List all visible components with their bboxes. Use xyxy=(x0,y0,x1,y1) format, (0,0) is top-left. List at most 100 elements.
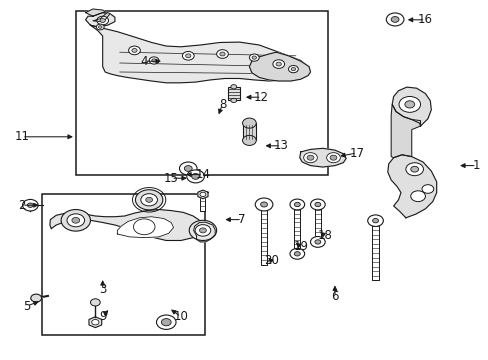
Circle shape xyxy=(67,214,84,227)
Circle shape xyxy=(149,57,159,64)
Polygon shape xyxy=(198,190,207,199)
Bar xyxy=(227,87,239,100)
Circle shape xyxy=(326,153,340,163)
Circle shape xyxy=(310,199,325,210)
Circle shape xyxy=(133,219,155,235)
Circle shape xyxy=(276,62,281,66)
Bar xyxy=(314,205,320,241)
Polygon shape xyxy=(299,148,346,167)
Text: 16: 16 xyxy=(417,13,432,26)
Circle shape xyxy=(230,85,236,89)
Circle shape xyxy=(72,217,80,223)
Circle shape xyxy=(314,240,320,244)
Circle shape xyxy=(294,202,300,207)
Circle shape xyxy=(260,202,267,207)
Polygon shape xyxy=(93,13,110,22)
Circle shape xyxy=(289,248,304,259)
Circle shape xyxy=(132,49,137,52)
Circle shape xyxy=(31,294,41,302)
Circle shape xyxy=(294,252,300,256)
Text: 8: 8 xyxy=(218,98,226,111)
Circle shape xyxy=(252,56,256,59)
Text: 13: 13 xyxy=(273,139,288,152)
Circle shape xyxy=(242,135,256,145)
Circle shape xyxy=(184,166,192,171)
Circle shape xyxy=(195,225,210,236)
Circle shape xyxy=(128,46,140,55)
Circle shape xyxy=(272,60,284,68)
Text: 3: 3 xyxy=(99,283,106,296)
Polygon shape xyxy=(193,222,215,242)
Polygon shape xyxy=(387,155,436,218)
Circle shape xyxy=(97,16,108,25)
Text: 4: 4 xyxy=(140,55,148,68)
Circle shape xyxy=(242,118,256,128)
Circle shape xyxy=(135,190,163,210)
Circle shape xyxy=(200,192,205,197)
Circle shape xyxy=(303,153,317,163)
Circle shape xyxy=(186,170,204,183)
Circle shape xyxy=(145,197,152,202)
Circle shape xyxy=(404,101,414,108)
Circle shape xyxy=(22,199,38,211)
Text: 2: 2 xyxy=(18,199,26,212)
Text: 11: 11 xyxy=(15,130,29,143)
Circle shape xyxy=(230,98,236,103)
Text: 18: 18 xyxy=(317,229,332,242)
Circle shape xyxy=(92,320,99,325)
Circle shape xyxy=(410,166,418,172)
Circle shape xyxy=(27,203,33,207)
Circle shape xyxy=(249,54,259,61)
Polygon shape xyxy=(90,25,308,83)
Bar xyxy=(76,11,327,175)
Circle shape xyxy=(367,215,383,226)
Text: 20: 20 xyxy=(264,255,278,267)
Text: 17: 17 xyxy=(349,147,364,159)
Text: 7: 7 xyxy=(238,213,245,226)
Text: 14: 14 xyxy=(195,168,210,181)
Circle shape xyxy=(421,185,433,193)
Polygon shape xyxy=(117,217,173,238)
Polygon shape xyxy=(85,13,115,27)
Polygon shape xyxy=(390,104,420,158)
Circle shape xyxy=(291,68,295,71)
Circle shape xyxy=(141,194,157,206)
Text: 6: 6 xyxy=(330,291,338,303)
Text: 1: 1 xyxy=(472,159,480,172)
Circle shape xyxy=(161,319,171,326)
Polygon shape xyxy=(391,87,430,126)
Circle shape xyxy=(179,162,197,175)
Circle shape xyxy=(191,174,199,179)
Circle shape xyxy=(156,315,176,329)
Circle shape xyxy=(306,155,313,160)
Circle shape xyxy=(372,219,378,223)
Bar xyxy=(260,205,267,265)
Bar xyxy=(372,221,378,280)
Circle shape xyxy=(185,54,190,58)
Circle shape xyxy=(310,237,325,247)
Text: 5: 5 xyxy=(23,300,31,312)
Circle shape xyxy=(289,199,304,210)
Text: 9: 9 xyxy=(99,310,106,323)
Circle shape xyxy=(288,66,298,73)
Polygon shape xyxy=(249,52,310,81)
Polygon shape xyxy=(85,9,107,16)
Circle shape xyxy=(98,26,102,28)
Circle shape xyxy=(96,24,104,30)
Circle shape xyxy=(314,202,320,207)
Circle shape xyxy=(151,59,156,62)
Bar xyxy=(200,196,205,211)
Circle shape xyxy=(405,163,423,176)
Bar xyxy=(41,194,205,335)
Text: 12: 12 xyxy=(254,91,268,104)
Polygon shape xyxy=(50,210,203,240)
Circle shape xyxy=(61,210,90,231)
Circle shape xyxy=(398,96,420,112)
Bar xyxy=(294,205,300,253)
Circle shape xyxy=(255,198,272,211)
Bar xyxy=(242,123,256,140)
Circle shape xyxy=(182,51,194,60)
Circle shape xyxy=(189,220,216,240)
Text: 19: 19 xyxy=(293,240,307,253)
Circle shape xyxy=(100,19,105,22)
